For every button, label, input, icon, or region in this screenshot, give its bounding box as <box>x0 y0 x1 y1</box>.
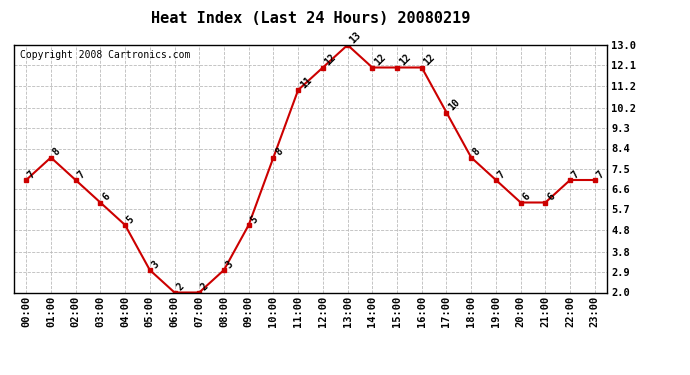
Text: 7: 7 <box>496 169 507 180</box>
Text: 11: 11 <box>298 75 313 90</box>
Text: 3: 3 <box>150 259 161 270</box>
Text: 12: 12 <box>397 52 413 68</box>
Text: 8: 8 <box>471 146 482 158</box>
Text: 5: 5 <box>125 214 137 225</box>
Text: 13: 13 <box>348 30 363 45</box>
Text: 3: 3 <box>224 259 235 270</box>
Text: 12: 12 <box>323 52 338 68</box>
Text: 7: 7 <box>76 169 87 180</box>
Text: 2: 2 <box>175 281 186 292</box>
Text: 6: 6 <box>100 191 112 202</box>
Text: 6: 6 <box>521 191 532 202</box>
Text: 8: 8 <box>273 146 285 158</box>
Text: Heat Index (Last 24 Hours) 20080219: Heat Index (Last 24 Hours) 20080219 <box>151 11 470 26</box>
Text: 7: 7 <box>26 169 37 180</box>
Text: 7: 7 <box>595 169 606 180</box>
Text: 12: 12 <box>422 52 437 68</box>
Text: Copyright 2008 Cartronics.com: Copyright 2008 Cartronics.com <box>20 50 190 60</box>
Text: 5: 5 <box>248 214 260 225</box>
Text: 10: 10 <box>446 97 462 112</box>
Text: 8: 8 <box>51 146 62 158</box>
Text: 12: 12 <box>373 52 388 68</box>
Text: 6: 6 <box>545 191 557 202</box>
Text: 2: 2 <box>199 281 210 292</box>
Text: 7: 7 <box>570 169 582 180</box>
